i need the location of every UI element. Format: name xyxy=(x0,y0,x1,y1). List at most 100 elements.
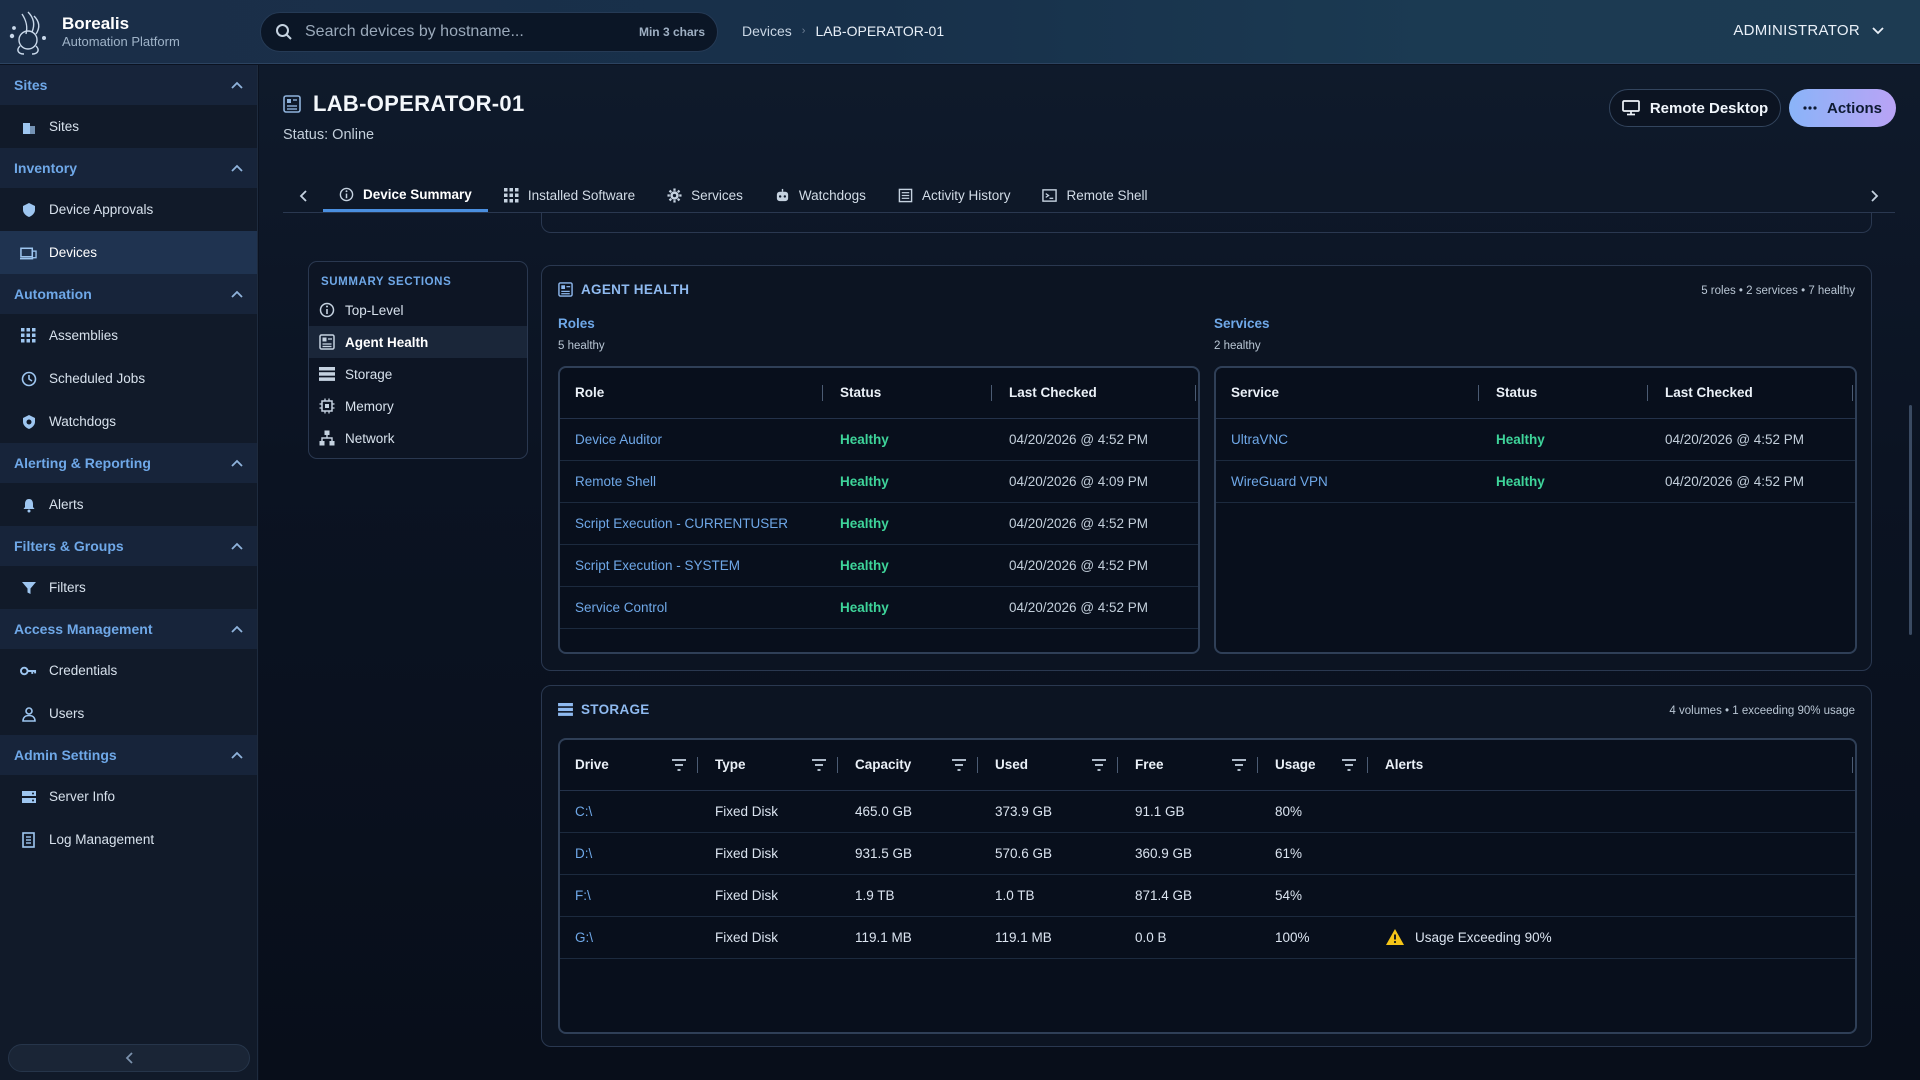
services-column-service[interactable]: Service xyxy=(1216,368,1481,419)
summary-nav-memory[interactable]: Memory xyxy=(309,390,527,422)
sidebar-item-label: Log Management xyxy=(49,832,155,847)
storage-column-capacity[interactable]: Capacity xyxy=(840,740,980,791)
sidebar-section-alerting-reporting[interactable]: Alerting & Reporting xyxy=(0,443,257,483)
sidebar-item-devices[interactable]: Devices xyxy=(0,231,257,274)
search-bar[interactable]: Min 3 chars xyxy=(260,12,718,52)
roles-column-status[interactable]: Status xyxy=(825,368,994,419)
sidebar-item-filters[interactable]: Filters xyxy=(0,566,257,609)
role-name[interactable]: Script Execution - SYSTEM xyxy=(560,544,825,587)
sidebar-item-sites[interactable]: Sites xyxy=(0,105,257,148)
filter-icon[interactable] xyxy=(1342,758,1356,771)
filter-icon[interactable] xyxy=(812,758,826,771)
sidebar-section-filters-groups[interactable]: Filters & Groups xyxy=(0,526,257,566)
drive-name[interactable]: D:\ xyxy=(560,832,700,875)
drive-name[interactable]: F:\ xyxy=(560,874,700,917)
storage-column-drive[interactable]: Drive xyxy=(560,740,700,791)
breadcrumb-devices-link[interactable]: Devices xyxy=(742,23,792,39)
sidebar-section-automation[interactable]: Automation xyxy=(0,274,257,314)
table-row[interactable]: C:\ Fixed Disk 465.0 GB 373.9 GB 91.1 GB… xyxy=(560,790,1855,833)
remote-desktop-button[interactable]: Remote Desktop xyxy=(1609,89,1781,127)
filter-icon[interactable] xyxy=(672,758,686,771)
roles-title: Roles xyxy=(558,316,595,331)
tab-scroll-right-button[interactable] xyxy=(1855,179,1895,212)
table-row[interactable]: G:\ Fixed Disk 119.1 MB 119.1 MB 0.0 B 1… xyxy=(560,916,1855,959)
tab-watchdogs[interactable]: Watchdogs xyxy=(759,179,882,212)
drive-name[interactable]: G:\ xyxy=(560,916,700,959)
service-name[interactable]: UltraVNC xyxy=(1216,418,1481,461)
sidebar-section-admin-settings[interactable]: Admin Settings xyxy=(0,735,257,775)
sidebar-section-access-management[interactable]: Access Management xyxy=(0,609,257,649)
tab-scroll-left-button[interactable] xyxy=(283,179,323,212)
user-menu[interactable]: ADMINISTRATOR xyxy=(1733,22,1884,39)
storage-column-alerts[interactable]: Alerts xyxy=(1370,740,1855,791)
summary-nav-agent-health[interactable]: Agent Health xyxy=(309,326,527,358)
table-row[interactable]: Script Execution - CURRENTUSER Healthy 0… xyxy=(560,502,1198,545)
table-row[interactable]: Service Control Healthy 04/20/2026 @ 4:5… xyxy=(560,586,1198,629)
tab-services[interactable]: Services xyxy=(651,179,759,212)
roles-column-role[interactable]: Role xyxy=(560,368,825,419)
column-header-label: Drive xyxy=(575,757,609,773)
table-row[interactable]: UltraVNC Healthy 04/20/2026 @ 4:52 PM xyxy=(1216,418,1855,461)
previous-section-card-edge xyxy=(541,213,1872,233)
tab-installed-software[interactable]: Installed Software xyxy=(488,179,651,212)
storage-table: Drive Type Capacity Used Free Usage Aler… xyxy=(558,738,1857,1034)
sidebar-collapse-button[interactable] xyxy=(8,1044,250,1072)
filter-icon[interactable] xyxy=(1092,758,1106,771)
sidebar-item-users[interactable]: Users xyxy=(0,692,257,735)
user-icon xyxy=(20,705,37,722)
role-name[interactable]: Service Control xyxy=(560,586,825,629)
role-name[interactable]: Device Auditor xyxy=(560,418,825,461)
storage-column-used[interactable]: Used xyxy=(980,740,1120,791)
search-input[interactable] xyxy=(305,23,639,41)
summary-nav-storage[interactable]: Storage xyxy=(309,358,527,390)
robot-icon xyxy=(776,188,789,202)
sidebar-section-inventory[interactable]: Inventory xyxy=(0,148,257,188)
table-row[interactable]: D:\ Fixed Disk 931.5 GB 570.6 GB 360.9 G… xyxy=(560,832,1855,875)
sidebar-item-server-info[interactable]: Server Info xyxy=(0,775,257,818)
sidebar-section-title: Admin Settings xyxy=(14,747,117,763)
sidebar-section-sites[interactable]: Sites xyxy=(0,65,257,105)
table-row[interactable]: Device Auditor Healthy 04/20/2026 @ 4:52… xyxy=(560,418,1198,461)
memory-icon xyxy=(319,398,335,414)
sidebar-item-alerts[interactable]: Alerts xyxy=(0,483,257,526)
sidebar-item-scheduled-jobs[interactable]: Scheduled Jobs xyxy=(0,357,257,400)
table-row[interactable]: Remote Shell Healthy 04/20/2026 @ 4:09 P… xyxy=(560,460,1198,503)
actions-button[interactable]: Actions xyxy=(1789,89,1896,127)
tab-bar: Device Summary Installed Software Servic… xyxy=(283,179,1895,213)
storage-title: STORAGE xyxy=(558,702,650,717)
sidebar-item-device-approvals[interactable]: Device Approvals xyxy=(0,188,257,231)
storage-column-usage[interactable]: Usage xyxy=(1260,740,1370,791)
service-name[interactable]: WireGuard VPN xyxy=(1216,460,1481,503)
service-last-checked: 04/20/2026 @ 4:52 PM xyxy=(1650,460,1855,503)
drive-used: 1.0 TB xyxy=(980,874,1120,917)
table-row[interactable]: Script Execution - SYSTEM Healthy 04/20/… xyxy=(560,544,1198,587)
tab-remote-shell[interactable]: Remote Shell xyxy=(1026,179,1163,212)
services-column-status[interactable]: Status xyxy=(1481,368,1650,419)
role-name[interactable]: Remote Shell xyxy=(560,460,825,503)
sidebar-item-assemblies[interactable]: Assemblies xyxy=(0,314,257,357)
role-status: Healthy xyxy=(825,418,994,461)
tab-device-summary[interactable]: Device Summary xyxy=(323,179,488,212)
table-row[interactable]: WireGuard VPN Healthy 04/20/2026 @ 4:52 … xyxy=(1216,460,1855,503)
breadcrumb-current: LAB-OPERATOR-01 xyxy=(815,23,945,39)
sidebar-item-log-management[interactable]: Log Management xyxy=(0,818,257,861)
clock-icon xyxy=(20,370,37,387)
storage-column-type[interactable]: Type xyxy=(700,740,840,791)
services-column-last-checked[interactable]: Last Checked xyxy=(1650,368,1855,419)
summary-nav-top-level[interactable]: Top-Level xyxy=(309,294,527,326)
filter-icon[interactable] xyxy=(952,758,966,771)
sidebar-item-watchdogs[interactable]: Watchdogs xyxy=(0,400,257,443)
summary-nav-network[interactable]: Network xyxy=(309,422,527,454)
brand[interactable]: Borealis Automation Platform xyxy=(8,6,258,58)
roles-column-last-checked[interactable]: Last Checked xyxy=(994,368,1198,419)
storage-column-free[interactable]: Free xyxy=(1120,740,1260,791)
tab-activity-history[interactable]: Activity History xyxy=(882,179,1027,212)
table-row[interactable]: F:\ Fixed Disk 1.9 TB 1.0 TB 871.4 GB 54… xyxy=(560,874,1855,917)
drive-name[interactable]: C:\ xyxy=(560,790,700,833)
role-name[interactable]: Script Execution - CURRENTUSER xyxy=(560,502,825,545)
sidebar-item-credentials[interactable]: Credentials xyxy=(0,649,257,692)
server-icon xyxy=(20,788,37,805)
chevron-right-icon xyxy=(1871,189,1879,202)
page-scrollbar[interactable] xyxy=(1909,405,1912,635)
filter-icon[interactable] xyxy=(1232,758,1246,771)
